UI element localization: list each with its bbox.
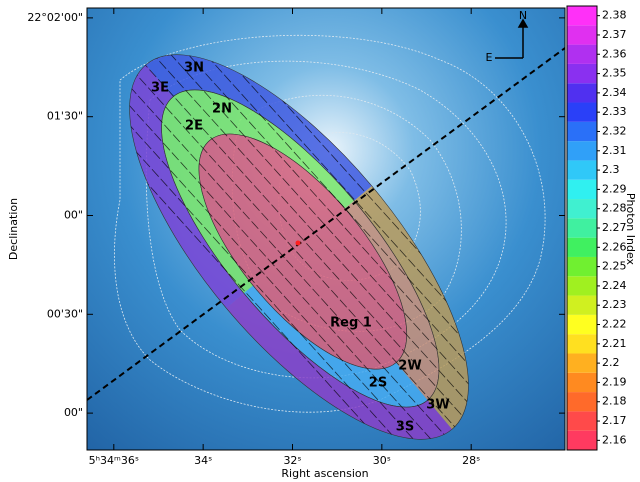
- colorbar-tick-label: 2.2: [602, 356, 620, 369]
- x-tick-label: 34ˢ: [194, 454, 212, 467]
- colorbar-band: [567, 430, 597, 450]
- y-tick-label: 00'30": [47, 307, 83, 320]
- hatch-line: [100, 93, 430, 450]
- colorbar-band: [567, 237, 597, 257]
- colorbar-tick-label: 2.32: [602, 124, 627, 137]
- colorbar-band: [567, 392, 597, 412]
- colorbar-tick-label: 2.36: [602, 47, 627, 60]
- colorbar-band: [567, 160, 597, 180]
- region-label: 2N: [212, 102, 232, 117]
- hatch-line: [120, 76, 450, 441]
- hatch-line: [140, 59, 470, 425]
- region-label: 3S: [396, 420, 414, 435]
- colorbar-band: [567, 6, 597, 26]
- colorbar-tick-label: 2.37: [602, 28, 627, 41]
- y-tick-label: 00": [64, 406, 83, 419]
- region-label: 3E: [151, 81, 169, 96]
- colorbar-tick-label: 2.31: [602, 144, 627, 157]
- hatch-line: [180, 26, 510, 391]
- colorbar-band: [567, 295, 597, 315]
- colorbar-tick-label: 2.34: [602, 86, 627, 99]
- hatch-line: [130, 68, 460, 433]
- region-label: Reg 1: [330, 316, 372, 331]
- colorbar-band: [567, 102, 597, 122]
- y-tick-label: 00": [64, 208, 83, 221]
- x-tick-label: 5ʰ34ᵐ36ˢ: [89, 454, 139, 467]
- hatch-line: [150, 51, 480, 416]
- y-tick-label: 01'30": [47, 110, 83, 123]
- colorbar-tick-label: 2.35: [602, 67, 627, 80]
- colorbar-tick-label: 2.3: [602, 163, 620, 176]
- colorbar-tick-label: 2.16: [602, 433, 627, 446]
- x-tick-label: 30ˢ: [373, 454, 391, 467]
- colorbar-tick-label: 2.18: [602, 395, 627, 408]
- hatch-line: [160, 42, 490, 408]
- colorbar-band: [567, 83, 597, 103]
- x-axis-label: Right ascension: [281, 467, 368, 480]
- axis-line: [86, 47, 566, 401]
- colorbar-tick-label: 2.24: [602, 279, 627, 292]
- region-label: 2E: [185, 119, 203, 134]
- colorbar-tick-label: 2.25: [602, 260, 627, 273]
- colorbar-band: [567, 314, 597, 335]
- colorbar-tick-label: 2.38: [602, 9, 627, 22]
- region-label: 3N: [184, 61, 204, 76]
- colorbar-tick-label: 2.28: [602, 202, 627, 215]
- colorbar-tick-label: 2.27: [602, 221, 627, 234]
- y-axis-label: Declination: [7, 198, 20, 260]
- colorbar-band: [567, 25, 597, 45]
- compass-east: E: [486, 51, 493, 64]
- colorbar-tick-label: 2.33: [602, 105, 627, 118]
- colorbar-band: [567, 353, 597, 373]
- colorbar-band: [567, 199, 597, 219]
- plot-frame: [86, 7, 566, 451]
- colorbar-tick-label: 2.26: [602, 240, 627, 253]
- colorbar-tick-label: 2.19: [602, 375, 627, 388]
- hatch-line: [90, 101, 421, 450]
- colorbar-band: [567, 256, 597, 277]
- region-label: 2W: [398, 359, 421, 374]
- colorbar-band: [567, 44, 597, 64]
- colorbar-band: [567, 276, 597, 296]
- colorbar-tick-label: 2.22: [602, 318, 627, 331]
- x-tick-label: 28ˢ: [462, 454, 480, 467]
- region: [299, 54, 469, 440]
- colorbar-band: [567, 334, 597, 354]
- colorbar-band: [567, 63, 597, 84]
- region-label: 2S: [369, 376, 387, 391]
- colorbar-tick-label: 2.21: [602, 337, 627, 350]
- colorbar-label: Photon Index: [624, 193, 637, 266]
- colorbar-band: [567, 411, 597, 431]
- colorbar-frame: [566, 5, 598, 451]
- colorbar-band: [567, 372, 597, 393]
- hatch-line: [110, 84, 440, 450]
- compass-north: N: [519, 9, 527, 22]
- y-tick-label: 22°02'00": [27, 11, 83, 24]
- colorbar-band: [567, 218, 597, 238]
- hatch-line: [170, 34, 500, 399]
- center-marker: [295, 240, 301, 246]
- colorbar-band: [567, 121, 597, 142]
- region-label: 3W: [426, 398, 449, 413]
- colorbar-band: [567, 141, 597, 161]
- colorbar-band: [567, 179, 597, 200]
- colorbar-tick-label: 2.17: [602, 414, 627, 427]
- compass: [495, 18, 529, 59]
- x-tick-label: 32ˢ: [283, 454, 301, 467]
- colorbar-tick-label: 2.23: [602, 298, 627, 311]
- colorbar-tick-label: 2.29: [602, 182, 627, 195]
